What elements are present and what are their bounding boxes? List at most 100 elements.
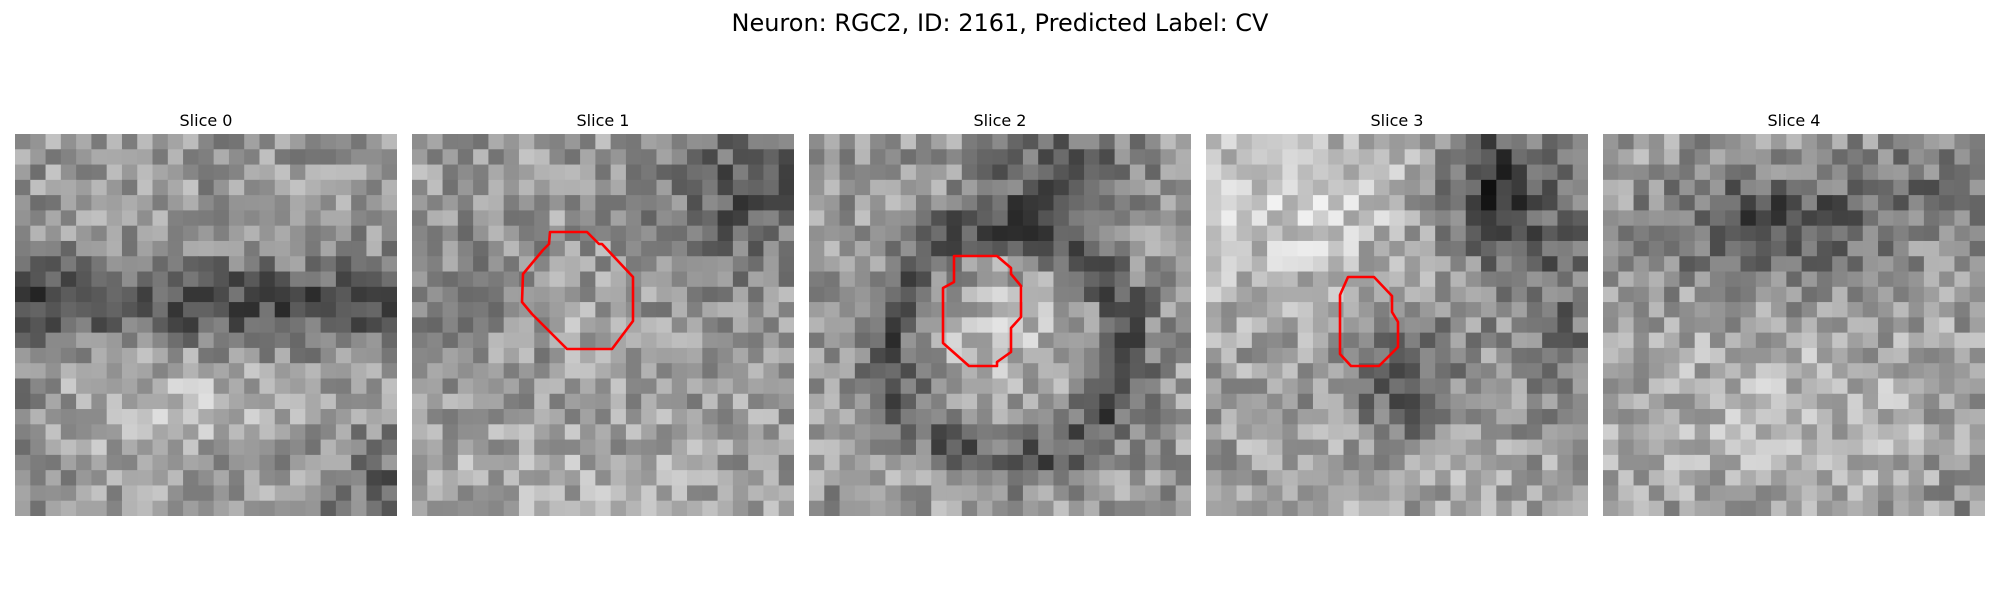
pixel-cell [992, 393, 1009, 410]
pixel-cell [824, 332, 841, 349]
pixel-cell [1496, 378, 1513, 395]
pixel-cell [1068, 332, 1085, 349]
pixel-cell [137, 454, 154, 471]
pixel-cell [274, 256, 291, 273]
pixel-cell [1053, 332, 1070, 349]
pixel-cell [656, 454, 673, 471]
pixel-cell [1923, 378, 1940, 395]
pixel-cell [1053, 256, 1070, 273]
pixel-cell [687, 302, 703, 318]
pixel-cell [778, 378, 794, 395]
pixel-cell [534, 378, 551, 395]
pixel-cell [259, 470, 276, 487]
pixel-cell [671, 454, 688, 471]
pixel-cell [1816, 286, 1833, 303]
pixel-cell [60, 240, 77, 257]
pixel-cell [1664, 424, 1680, 441]
pixel-cell [1206, 149, 1222, 166]
pixel-cell [351, 240, 368, 257]
pixel-cell [641, 439, 658, 456]
pixel-cell [1175, 347, 1191, 364]
pixel-cell [1022, 470, 1039, 487]
pixel-cell [1740, 470, 1757, 487]
pixel-cell [1694, 500, 1711, 516]
pixel-cell [152, 225, 169, 242]
pixel-cell [1679, 256, 1696, 273]
pixel-cell [1633, 378, 1650, 395]
pixel-cell [1725, 347, 1742, 364]
pixel-cell [1053, 134, 1070, 150]
pixel-cell [442, 317, 459, 334]
pixel-cell [167, 256, 184, 273]
pixel-cell [534, 179, 551, 196]
pixel-cell [1740, 439, 1757, 456]
pixel-cell [885, 454, 902, 471]
pixel-cell [1603, 302, 1619, 318]
pixel-cell [580, 302, 596, 318]
pixel-cell [1725, 485, 1742, 502]
pixel-cell [1908, 179, 1925, 196]
pixel-cell [290, 149, 306, 166]
pixel-cell [732, 439, 749, 456]
pixel-cell [1450, 210, 1467, 227]
pixel-cell [1389, 195, 1406, 211]
pixel-cell [656, 149, 673, 166]
pixel-cell [1847, 225, 1864, 242]
pixel-cell [1022, 363, 1039, 380]
pixel-cell [1954, 409, 1971, 425]
pixel-cell [595, 302, 612, 318]
pixel-cell [1542, 271, 1559, 288]
pixel-cell [121, 500, 138, 516]
pixel-cell [15, 195, 31, 211]
pixel-cell [1954, 424, 1971, 441]
pixel-cell [1282, 210, 1299, 227]
pixel-cell [1496, 424, 1513, 441]
pixel-cell [1832, 332, 1849, 349]
pixel-cell [1648, 500, 1665, 516]
pixel-cell [1572, 439, 1588, 456]
pixel-cell [687, 240, 703, 257]
pixel-cell [1755, 363, 1772, 380]
pixel-cell [900, 378, 917, 395]
pixel-cell [748, 149, 765, 166]
pixel-cell [213, 149, 230, 166]
pixel-cell [961, 393, 978, 410]
pixel-cell [1694, 302, 1711, 318]
pixel-cell [1664, 439, 1680, 456]
pixel-cell [1465, 332, 1482, 349]
pixel-cell [748, 378, 765, 395]
pixel-cell [1145, 500, 1162, 516]
pixel-cell [1419, 424, 1436, 441]
pixel-cell [167, 225, 184, 242]
pixel-cell [977, 271, 993, 288]
pixel-cell [213, 347, 230, 364]
pixel-cell [121, 149, 138, 166]
pixel-cell [1679, 347, 1696, 364]
pixel-cell [1129, 134, 1146, 150]
pixel-cell [1969, 210, 1985, 227]
pixel-cell [1633, 485, 1650, 502]
pixel-cell [320, 149, 337, 166]
pixel-cell [1862, 225, 1879, 242]
pixel-cell [45, 256, 62, 273]
pixel-cell [320, 271, 337, 288]
pixel-cell [854, 470, 871, 487]
pixel-cell [60, 347, 77, 364]
pixel-cell [977, 485, 993, 502]
pixel-cell [1969, 500, 1985, 516]
pixel-cell [687, 424, 703, 441]
pixel-cell [1939, 470, 1956, 487]
pixel-cell [1542, 302, 1559, 318]
pixel-cell [228, 240, 245, 257]
pixel-cell [351, 363, 368, 380]
pixel-cell [931, 179, 948, 196]
pixel-cell [1282, 256, 1299, 273]
pixel-cell [1236, 256, 1253, 273]
pixel-cell [1908, 210, 1925, 227]
pixel-cell [1084, 256, 1100, 273]
pixel-cell [778, 134, 794, 150]
pixel-cell [1694, 363, 1711, 380]
pixel-cell [1725, 332, 1742, 349]
pixel-cell [1450, 332, 1467, 349]
pixel-cell [1648, 179, 1665, 196]
